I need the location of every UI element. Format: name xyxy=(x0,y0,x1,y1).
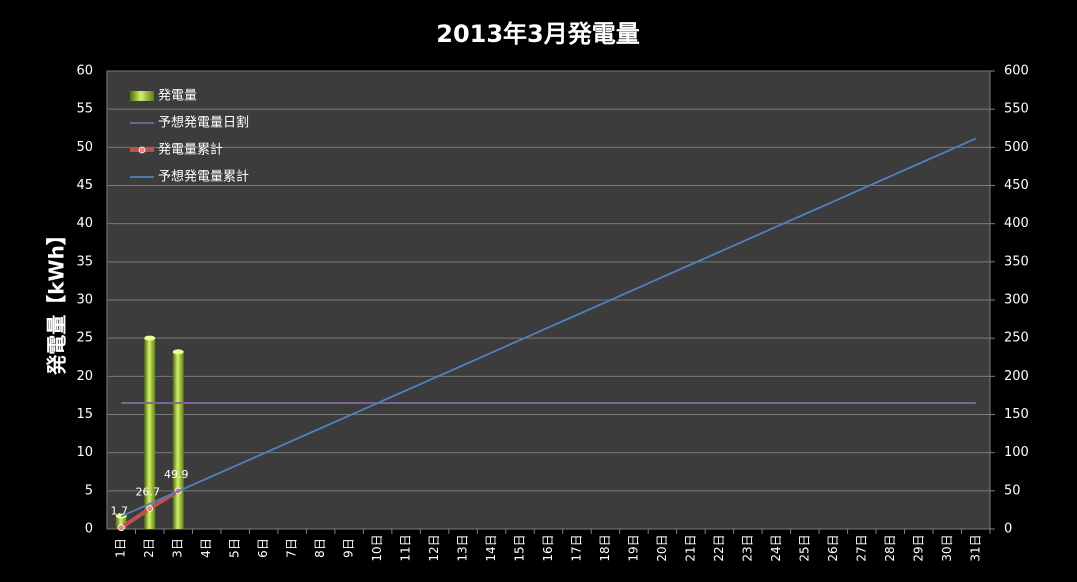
legend-swatch xyxy=(130,91,154,101)
data-label: 1.7 xyxy=(110,505,128,518)
x-tick-label: 8日 xyxy=(313,538,327,558)
x-tick-label: 20日 xyxy=(655,534,669,561)
line-marker xyxy=(146,505,154,513)
x-tick-label: 11日 xyxy=(399,534,413,561)
y-tick-label: 10 xyxy=(76,445,93,460)
y2-tick-label: 350 xyxy=(1004,254,1029,269)
data-label: 26.7 xyxy=(135,486,160,499)
y-tick-label: 0 xyxy=(85,522,93,537)
legend-label: 予想発電量累計 xyxy=(158,169,249,185)
y2-tick-label: 500 xyxy=(1004,140,1029,155)
y2-tick-label: 600 xyxy=(1004,64,1029,79)
x-tick-label: 28日 xyxy=(883,534,897,561)
y-tick-label: 60 xyxy=(76,64,93,79)
y2-tick-label: 200 xyxy=(1004,369,1029,384)
legend-label: 予想発電量日割 xyxy=(158,115,249,131)
y-axis-label: 発電量【kWh】 xyxy=(45,225,69,376)
x-tick-label: 5日 xyxy=(228,538,242,558)
y-tick-label: 15 xyxy=(76,407,93,422)
x-tick-label: 6日 xyxy=(256,538,270,558)
y-tick-label: 25 xyxy=(76,331,93,346)
legend-marker xyxy=(138,146,146,154)
y2-tick-label: 300 xyxy=(1004,293,1029,308)
x-tick-label: 27日 xyxy=(854,534,868,561)
x-tick-label: 1日 xyxy=(114,538,128,558)
x-tick-label: 14日 xyxy=(484,534,498,561)
legend-label: 発電量累計 xyxy=(158,142,223,158)
chart-title: 2013年3月発電量 xyxy=(436,20,640,48)
x-tick-label: 17日 xyxy=(569,534,583,561)
bar xyxy=(172,349,184,529)
y-tick-label: 50 xyxy=(76,140,93,155)
x-tick-label: 30日 xyxy=(940,534,954,561)
line xyxy=(120,137,977,518)
y2-tick-label: 150 xyxy=(1004,407,1029,422)
x-tick-label: 26日 xyxy=(826,534,840,561)
x-tick-label: 7日 xyxy=(285,538,299,558)
data-label: 49.9 xyxy=(164,468,189,481)
x-tick-label: 25日 xyxy=(797,534,811,561)
x-tick-label: 16日 xyxy=(541,534,555,561)
x-tick-label: 2日 xyxy=(142,538,156,558)
x-tick-label: 13日 xyxy=(456,534,470,561)
y2-tick-label: 400 xyxy=(1004,216,1029,231)
y2-tick-label: 50 xyxy=(1004,483,1021,498)
y2-tick-label: 550 xyxy=(1004,102,1029,117)
x-tick-label: 19日 xyxy=(626,534,640,561)
legend-label: 発電量 xyxy=(158,89,197,104)
y-tick-label: 40 xyxy=(76,216,93,231)
y-tick-label: 55 xyxy=(76,102,93,117)
y-tick-label: 35 xyxy=(76,254,93,269)
x-tick-label: 18日 xyxy=(598,534,612,561)
x-tick-label: 9日 xyxy=(342,538,356,558)
x-tick-label: 24日 xyxy=(769,534,783,561)
y2-tick-label: 250 xyxy=(1004,331,1029,346)
y-tick-label: 30 xyxy=(76,293,93,308)
y-tick-label: 45 xyxy=(76,178,93,193)
x-tick-label: 22日 xyxy=(712,534,726,561)
bar xyxy=(144,335,156,529)
line-marker xyxy=(117,524,125,532)
y2-tick-label: 450 xyxy=(1004,178,1029,193)
x-tick-label: 3日 xyxy=(171,538,185,558)
x-tick-label: 12日 xyxy=(427,534,441,561)
x-tick-label: 15日 xyxy=(513,534,527,561)
y2-tick-label: 100 xyxy=(1004,445,1029,460)
x-tick-label: 21日 xyxy=(683,534,697,561)
x-tick-label: 31日 xyxy=(968,534,982,561)
y-tick-label: 20 xyxy=(76,369,93,384)
x-tick-label: 10日 xyxy=(370,534,384,561)
x-tick-label: 4日 xyxy=(199,538,213,558)
x-tick-label: 29日 xyxy=(911,534,925,561)
y-tick-label: 5 xyxy=(85,483,93,498)
x-tick-label: 23日 xyxy=(740,534,754,561)
y2-tick-label: 0 xyxy=(1004,522,1012,537)
